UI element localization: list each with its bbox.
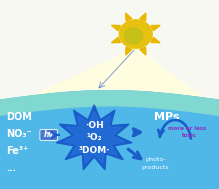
Text: hv: hv xyxy=(44,130,54,139)
Polygon shape xyxy=(111,25,120,31)
Polygon shape xyxy=(151,25,160,31)
Polygon shape xyxy=(140,13,146,21)
Text: ·OH: ·OH xyxy=(85,121,104,130)
Polygon shape xyxy=(0,91,219,115)
Polygon shape xyxy=(111,37,120,43)
Text: ¹O₂: ¹O₂ xyxy=(86,133,102,143)
Polygon shape xyxy=(56,105,132,170)
Polygon shape xyxy=(140,47,146,55)
Text: toxic: toxic xyxy=(182,133,197,138)
Text: Fe³⁺: Fe³⁺ xyxy=(7,146,29,156)
Polygon shape xyxy=(11,48,215,106)
FancyBboxPatch shape xyxy=(40,129,58,140)
Text: NO₃⁻: NO₃⁻ xyxy=(7,129,32,139)
Text: products: products xyxy=(142,165,169,170)
Polygon shape xyxy=(0,91,219,189)
Polygon shape xyxy=(64,112,125,163)
Text: DOM: DOM xyxy=(7,112,32,122)
Polygon shape xyxy=(126,47,132,55)
Polygon shape xyxy=(151,37,160,43)
Text: ³DOM·: ³DOM· xyxy=(78,146,110,155)
Circle shape xyxy=(125,28,143,44)
Text: more or less: more or less xyxy=(168,126,207,131)
Text: ...: ... xyxy=(7,164,16,173)
Polygon shape xyxy=(126,13,132,21)
Circle shape xyxy=(119,20,152,48)
Text: MPs: MPs xyxy=(154,112,179,122)
Text: photo-: photo- xyxy=(145,157,166,162)
